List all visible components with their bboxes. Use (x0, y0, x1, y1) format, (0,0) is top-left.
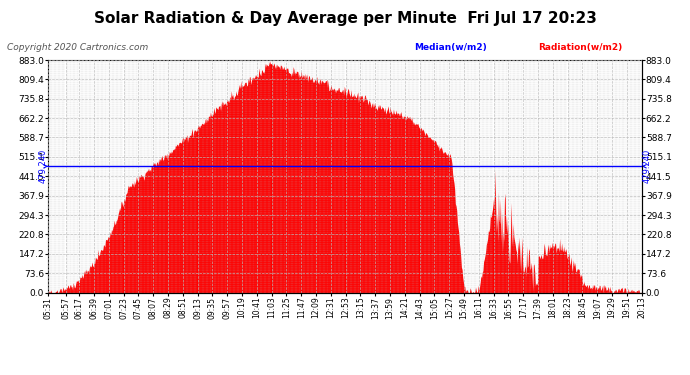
Text: Copyright 2020 Cartronics.com: Copyright 2020 Cartronics.com (7, 43, 148, 52)
Text: 479.240: 479.240 (642, 149, 651, 183)
Text: Solar Radiation & Day Average per Minute  Fri Jul 17 20:23: Solar Radiation & Day Average per Minute… (94, 11, 596, 26)
Text: Median(w/m2): Median(w/m2) (414, 43, 486, 52)
Text: 479.240: 479.240 (39, 149, 48, 183)
Text: Radiation(w/m2): Radiation(w/m2) (538, 43, 622, 52)
